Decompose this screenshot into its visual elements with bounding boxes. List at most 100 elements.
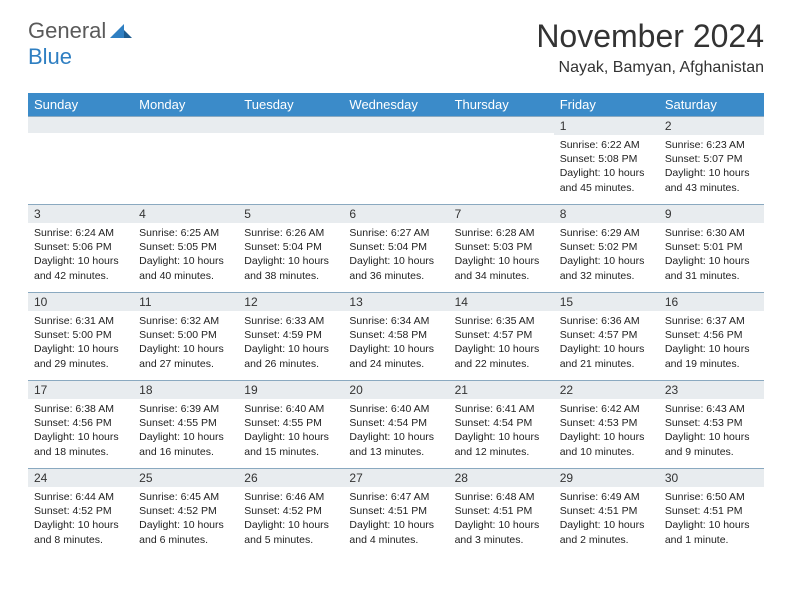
day-cell: 11Sunrise: 6:32 AMSunset: 5:00 PMDayligh… bbox=[133, 293, 238, 381]
day-cell: 20Sunrise: 6:40 AMSunset: 4:54 PMDayligh… bbox=[343, 381, 448, 469]
daylight-text: Daylight: 10 hours and 31 minutes. bbox=[665, 254, 758, 282]
day-cell bbox=[28, 117, 133, 205]
daylight-text: Daylight: 10 hours and 45 minutes. bbox=[560, 166, 653, 194]
day-cell: 27Sunrise: 6:47 AMSunset: 4:51 PMDayligh… bbox=[343, 469, 448, 557]
sunrise-text: Sunrise: 6:46 AM bbox=[244, 490, 337, 504]
day-content: Sunrise: 6:22 AMSunset: 5:08 PMDaylight:… bbox=[554, 135, 659, 199]
sunset-text: Sunset: 4:52 PM bbox=[139, 504, 232, 518]
day-cell: 5Sunrise: 6:26 AMSunset: 5:04 PMDaylight… bbox=[238, 205, 343, 293]
day-number: 11 bbox=[133, 293, 238, 311]
sunset-text: Sunset: 5:04 PM bbox=[349, 240, 442, 254]
sunrise-text: Sunrise: 6:37 AM bbox=[665, 314, 758, 328]
daylight-text: Daylight: 10 hours and 6 minutes. bbox=[139, 518, 232, 546]
day-number: 2 bbox=[659, 117, 764, 135]
month-title: November 2024 bbox=[536, 18, 764, 55]
week-row: 1Sunrise: 6:22 AMSunset: 5:08 PMDaylight… bbox=[28, 117, 764, 205]
sunset-text: Sunset: 4:57 PM bbox=[560, 328, 653, 342]
sunrise-text: Sunrise: 6:49 AM bbox=[560, 490, 653, 504]
sunset-text: Sunset: 5:05 PM bbox=[139, 240, 232, 254]
day-content: Sunrise: 6:28 AMSunset: 5:03 PMDaylight:… bbox=[449, 223, 554, 287]
daylight-text: Daylight: 10 hours and 1 minute. bbox=[665, 518, 758, 546]
day-number: 8 bbox=[554, 205, 659, 223]
week-row: 10Sunrise: 6:31 AMSunset: 5:00 PMDayligh… bbox=[28, 293, 764, 381]
daylight-text: Daylight: 10 hours and 2 minutes. bbox=[560, 518, 653, 546]
day-number: 22 bbox=[554, 381, 659, 399]
sunrise-text: Sunrise: 6:42 AM bbox=[560, 402, 653, 416]
day-cell: 25Sunrise: 6:45 AMSunset: 4:52 PMDayligh… bbox=[133, 469, 238, 557]
day-content: Sunrise: 6:24 AMSunset: 5:06 PMDaylight:… bbox=[28, 223, 133, 287]
day-cell: 22Sunrise: 6:42 AMSunset: 4:53 PMDayligh… bbox=[554, 381, 659, 469]
day-cell: 17Sunrise: 6:38 AMSunset: 4:56 PMDayligh… bbox=[28, 381, 133, 469]
sunrise-text: Sunrise: 6:35 AM bbox=[455, 314, 548, 328]
sunrise-text: Sunrise: 6:33 AM bbox=[244, 314, 337, 328]
day-number: 3 bbox=[28, 205, 133, 223]
sunset-text: Sunset: 5:00 PM bbox=[34, 328, 127, 342]
day-content: Sunrise: 6:40 AMSunset: 4:54 PMDaylight:… bbox=[343, 399, 448, 463]
day-number: 14 bbox=[449, 293, 554, 311]
daylight-text: Daylight: 10 hours and 3 minutes. bbox=[455, 518, 548, 546]
day-number: 27 bbox=[343, 469, 448, 487]
day-content: Sunrise: 6:48 AMSunset: 4:51 PMDaylight:… bbox=[449, 487, 554, 551]
daylight-text: Daylight: 10 hours and 34 minutes. bbox=[455, 254, 548, 282]
brand-triangle-icon bbox=[110, 20, 132, 43]
sunrise-text: Sunrise: 6:27 AM bbox=[349, 226, 442, 240]
sunrise-text: Sunrise: 6:22 AM bbox=[560, 138, 653, 152]
day-content: Sunrise: 6:50 AMSunset: 4:51 PMDaylight:… bbox=[659, 487, 764, 551]
sunset-text: Sunset: 4:51 PM bbox=[349, 504, 442, 518]
day-cell: 24Sunrise: 6:44 AMSunset: 4:52 PMDayligh… bbox=[28, 469, 133, 557]
day-content: Sunrise: 6:47 AMSunset: 4:51 PMDaylight:… bbox=[343, 487, 448, 551]
day-number: 26 bbox=[238, 469, 343, 487]
day-number: 15 bbox=[554, 293, 659, 311]
day-content: Sunrise: 6:36 AMSunset: 4:57 PMDaylight:… bbox=[554, 311, 659, 375]
day-content: Sunrise: 6:49 AMSunset: 4:51 PMDaylight:… bbox=[554, 487, 659, 551]
day-content: Sunrise: 6:27 AMSunset: 5:04 PMDaylight:… bbox=[343, 223, 448, 287]
sunrise-text: Sunrise: 6:40 AM bbox=[244, 402, 337, 416]
sunset-text: Sunset: 4:59 PM bbox=[244, 328, 337, 342]
sunrise-text: Sunrise: 6:40 AM bbox=[349, 402, 442, 416]
daylight-text: Daylight: 10 hours and 15 minutes. bbox=[244, 430, 337, 458]
day-cell bbox=[449, 117, 554, 205]
day-number: 5 bbox=[238, 205, 343, 223]
day-number: 6 bbox=[343, 205, 448, 223]
day-cell bbox=[133, 117, 238, 205]
day-content: Sunrise: 6:23 AMSunset: 5:07 PMDaylight:… bbox=[659, 135, 764, 199]
day-number: 4 bbox=[133, 205, 238, 223]
day-number: 21 bbox=[449, 381, 554, 399]
sunrise-text: Sunrise: 6:25 AM bbox=[139, 226, 232, 240]
dow-tuesday: Tuesday bbox=[238, 93, 343, 117]
sunset-text: Sunset: 5:02 PM bbox=[560, 240, 653, 254]
sunrise-text: Sunrise: 6:36 AM bbox=[560, 314, 653, 328]
location-label: Nayak, Bamyan, Afghanistan bbox=[536, 59, 764, 77]
day-content: Sunrise: 6:38 AMSunset: 4:56 PMDaylight:… bbox=[28, 399, 133, 463]
sunset-text: Sunset: 5:07 PM bbox=[665, 152, 758, 166]
sunrise-text: Sunrise: 6:29 AM bbox=[560, 226, 653, 240]
day-number bbox=[28, 117, 133, 133]
day-number: 1 bbox=[554, 117, 659, 135]
daylight-text: Daylight: 10 hours and 32 minutes. bbox=[560, 254, 653, 282]
daylight-text: Daylight: 10 hours and 27 minutes. bbox=[139, 342, 232, 370]
sunrise-text: Sunrise: 6:44 AM bbox=[34, 490, 127, 504]
sunset-text: Sunset: 5:06 PM bbox=[34, 240, 127, 254]
sunset-text: Sunset: 4:57 PM bbox=[455, 328, 548, 342]
day-content: Sunrise: 6:46 AMSunset: 4:52 PMDaylight:… bbox=[238, 487, 343, 551]
day-content: Sunrise: 6:39 AMSunset: 4:55 PMDaylight:… bbox=[133, 399, 238, 463]
day-content: Sunrise: 6:45 AMSunset: 4:52 PMDaylight:… bbox=[133, 487, 238, 551]
day-cell: 18Sunrise: 6:39 AMSunset: 4:55 PMDayligh… bbox=[133, 381, 238, 469]
sunset-text: Sunset: 4:53 PM bbox=[665, 416, 758, 430]
sunset-text: Sunset: 4:58 PM bbox=[349, 328, 442, 342]
sunrise-text: Sunrise: 6:38 AM bbox=[34, 402, 127, 416]
day-number: 19 bbox=[238, 381, 343, 399]
daylight-text: Daylight: 10 hours and 26 minutes. bbox=[244, 342, 337, 370]
day-number: 12 bbox=[238, 293, 343, 311]
day-number: 29 bbox=[554, 469, 659, 487]
day-cell bbox=[238, 117, 343, 205]
day-cell: 16Sunrise: 6:37 AMSunset: 4:56 PMDayligh… bbox=[659, 293, 764, 381]
day-cell: 9Sunrise: 6:30 AMSunset: 5:01 PMDaylight… bbox=[659, 205, 764, 293]
day-content: Sunrise: 6:33 AMSunset: 4:59 PMDaylight:… bbox=[238, 311, 343, 375]
day-number: 7 bbox=[449, 205, 554, 223]
daylight-text: Daylight: 10 hours and 4 minutes. bbox=[349, 518, 442, 546]
day-content: Sunrise: 6:43 AMSunset: 4:53 PMDaylight:… bbox=[659, 399, 764, 463]
day-cell: 2Sunrise: 6:23 AMSunset: 5:07 PMDaylight… bbox=[659, 117, 764, 205]
day-content: Sunrise: 6:42 AMSunset: 4:53 PMDaylight:… bbox=[554, 399, 659, 463]
daylight-text: Daylight: 10 hours and 8 minutes. bbox=[34, 518, 127, 546]
